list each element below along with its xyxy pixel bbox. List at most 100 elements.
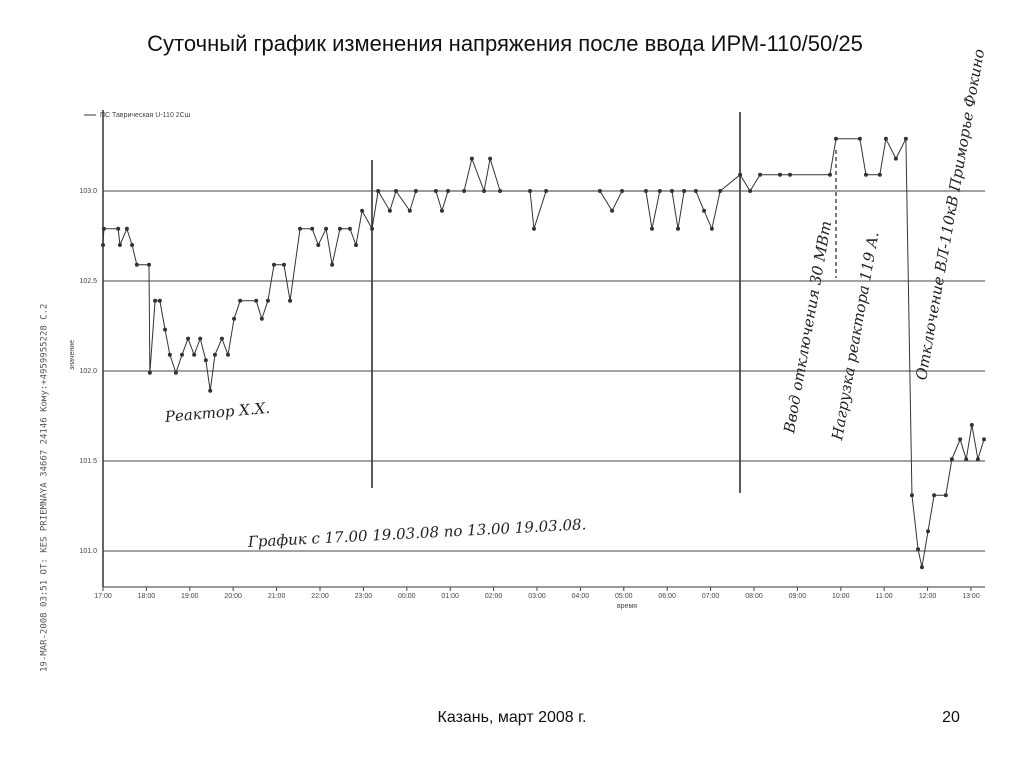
data-point [124, 226, 129, 231]
data-point [958, 437, 963, 442]
data-point [834, 136, 839, 141]
x-axis-label: время [617, 603, 637, 610]
data-point [709, 226, 714, 231]
data-point [254, 298, 259, 303]
data-point [153, 298, 158, 303]
data-point [167, 352, 172, 357]
data-point [788, 172, 793, 177]
data-point [208, 388, 213, 393]
data-point [488, 156, 493, 161]
x-tick-label: 00:00 [398, 593, 416, 600]
data-point [298, 226, 303, 231]
slide-title: Суточный график изменения напряжения пос… [147, 31, 863, 56]
x-tick-label: 08:00 [745, 593, 763, 600]
data-point [288, 298, 293, 303]
data-point [232, 316, 237, 321]
data-point [173, 370, 178, 375]
x-tick-label: 05:00 [615, 593, 633, 600]
x-tick-label: 23:00 [355, 593, 373, 600]
data-point [101, 243, 105, 247]
data-point [643, 189, 648, 193]
data-point [462, 189, 467, 193]
page-number: 20 [942, 709, 960, 726]
x-tick-label: 12:00 [919, 593, 937, 600]
y-tick-label: 102.0 [79, 368, 97, 375]
data-point [147, 370, 152, 375]
x-tick-label: 04:00 [572, 593, 590, 600]
data-point [157, 298, 162, 303]
data-point [186, 336, 191, 341]
data-point [482, 189, 487, 193]
data-point [219, 336, 224, 341]
data-point [916, 547, 921, 552]
data-point [669, 189, 674, 193]
data-point [330, 262, 335, 267]
data-point [117, 243, 122, 247]
data-point [147, 262, 152, 267]
data-point [682, 189, 687, 193]
data-point [932, 493, 937, 498]
data-point [134, 262, 139, 267]
data-point [337, 226, 342, 231]
x-tick-label: 07:00 [702, 593, 720, 600]
data-point [718, 189, 723, 193]
data-point [192, 352, 197, 357]
x-tick-label: 03:00 [528, 593, 546, 600]
data-point [281, 262, 286, 267]
x-tick-label: 18:00 [138, 593, 156, 600]
data-point [975, 457, 980, 462]
data-point [433, 189, 438, 193]
data-point [376, 189, 381, 193]
data-point [316, 243, 321, 247]
data-point [964, 457, 969, 462]
data-point [498, 189, 503, 193]
data-point [238, 298, 243, 303]
data-point [758, 172, 763, 177]
data-point [919, 565, 924, 570]
data-point [620, 189, 625, 193]
data-point [893, 156, 898, 161]
data-point [738, 172, 743, 177]
data-point [439, 208, 444, 213]
data-point [531, 226, 536, 231]
data-point [271, 262, 276, 267]
data-point [676, 226, 681, 231]
annotation: Ввод отключения 30 МВт [780, 220, 835, 436]
data-point [259, 316, 264, 321]
data-point [649, 226, 654, 231]
data-point [903, 136, 908, 141]
data-point [544, 189, 549, 193]
x-tick-label: 13:00 [962, 593, 980, 600]
data-point [212, 352, 217, 357]
data-point [116, 226, 121, 231]
data-point [702, 208, 707, 213]
data-point [203, 358, 208, 363]
x-tick-label: 06:00 [658, 593, 676, 600]
x-tick-label: 22:00 [311, 593, 329, 600]
data-point [101, 226, 106, 231]
data-point [909, 493, 914, 498]
data-point [387, 208, 392, 213]
data-point [163, 327, 168, 332]
data-point [469, 156, 474, 161]
x-tick-label: 09:00 [789, 593, 807, 600]
data-point [225, 352, 230, 357]
data-point [393, 189, 398, 193]
data-point [597, 189, 602, 193]
data-point [982, 437, 986, 442]
y-tick-label: 101.5 [79, 458, 97, 465]
data-point [657, 189, 662, 193]
data-point [778, 172, 783, 177]
data-point [198, 336, 203, 341]
annotation: Отключение ВЛ-110кВ Приморье Фокино [912, 48, 988, 382]
data-point [265, 298, 270, 303]
x-tick-label: 10:00 [832, 593, 850, 600]
data-point [370, 226, 375, 231]
data-point [857, 136, 862, 141]
data-point [610, 208, 615, 213]
data-point [354, 243, 359, 247]
data-point [827, 172, 832, 177]
y-tick-label: 102.5 [79, 278, 97, 285]
data-point [693, 189, 698, 193]
data-point [969, 423, 974, 427]
